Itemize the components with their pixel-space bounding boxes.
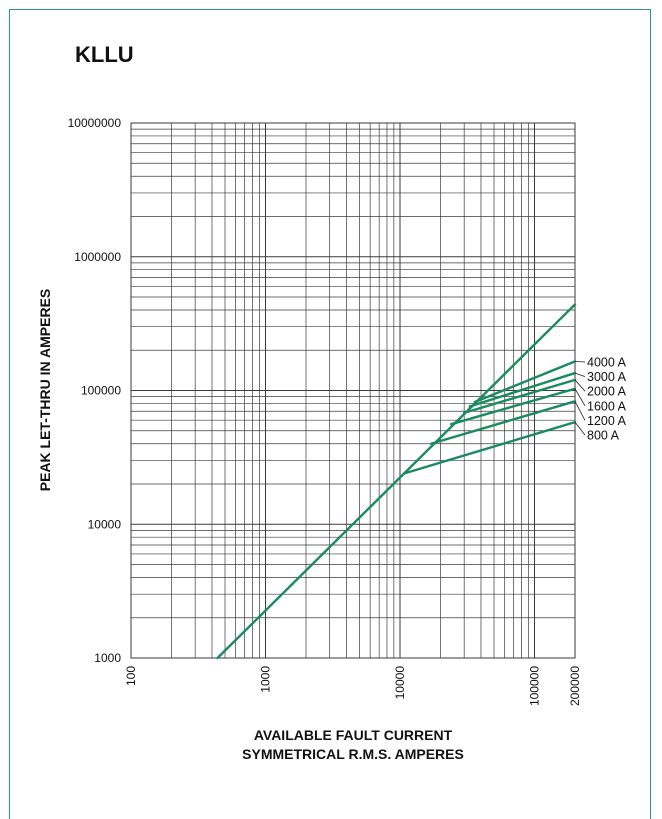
- series-line-4000a: [473, 360, 577, 404]
- y-tick-label: 10000: [88, 517, 122, 531]
- y-tick-label: 10000000: [68, 116, 122, 130]
- x-tick-label: 10000: [393, 666, 407, 700]
- series-label: 800 A: [587, 429, 620, 443]
- x-tick-label: 100000: [528, 666, 542, 706]
- chart-title: KLLU: [75, 42, 134, 67]
- series-line-800a: [403, 420, 577, 475]
- x-axis-title-line-2: SYMMETRICAL R.M.S. AMPERES: [242, 746, 464, 762]
- x-tick-labels: 100 1000 10000 100000 200000: [124, 666, 582, 706]
- label-leader-line: [574, 421, 586, 436]
- series-lines: [216, 303, 577, 660]
- series-label: 2000 A: [587, 385, 627, 399]
- label-leader-line: [574, 372, 586, 377]
- series-line-3000a: [468, 371, 577, 408]
- plot-border: [130, 122, 576, 659]
- label-leader-line: [574, 388, 586, 407]
- label-leader-line: [574, 361, 586, 363]
- label-leader-line: [574, 401, 586, 421]
- series-label: 1200 A: [587, 414, 627, 428]
- series-line-1600a: [449, 387, 577, 426]
- grid: [130, 122, 576, 659]
- x-axis-title-line-1: AVAILABLE FAULT CURRENT: [254, 727, 453, 743]
- series-line-1200a: [429, 400, 577, 445]
- label-leader-line: [574, 379, 586, 392]
- series-label: 1600 A: [587, 399, 627, 413]
- series-line-2000a: [462, 378, 577, 415]
- series-label: 3000 A: [587, 370, 627, 384]
- x-tick-label: 1000: [259, 666, 273, 693]
- x-tick-label: 200000: [568, 666, 582, 706]
- series-label: 4000 A: [587, 356, 627, 370]
- y-tick-labels: 1000 10000 100000 1000000 10000000: [68, 116, 122, 665]
- y-tick-label: 1000: [94, 651, 121, 665]
- reference-line: [216, 303, 577, 660]
- x-tick-label: 100: [124, 666, 138, 686]
- chart-frame: [9, 9, 651, 819]
- y-axis-title: PEAK LET-THRU IN AMPERES: [37, 289, 53, 492]
- y-tick-label: 1000000: [74, 250, 121, 264]
- y-tick-label: 100000: [81, 384, 121, 398]
